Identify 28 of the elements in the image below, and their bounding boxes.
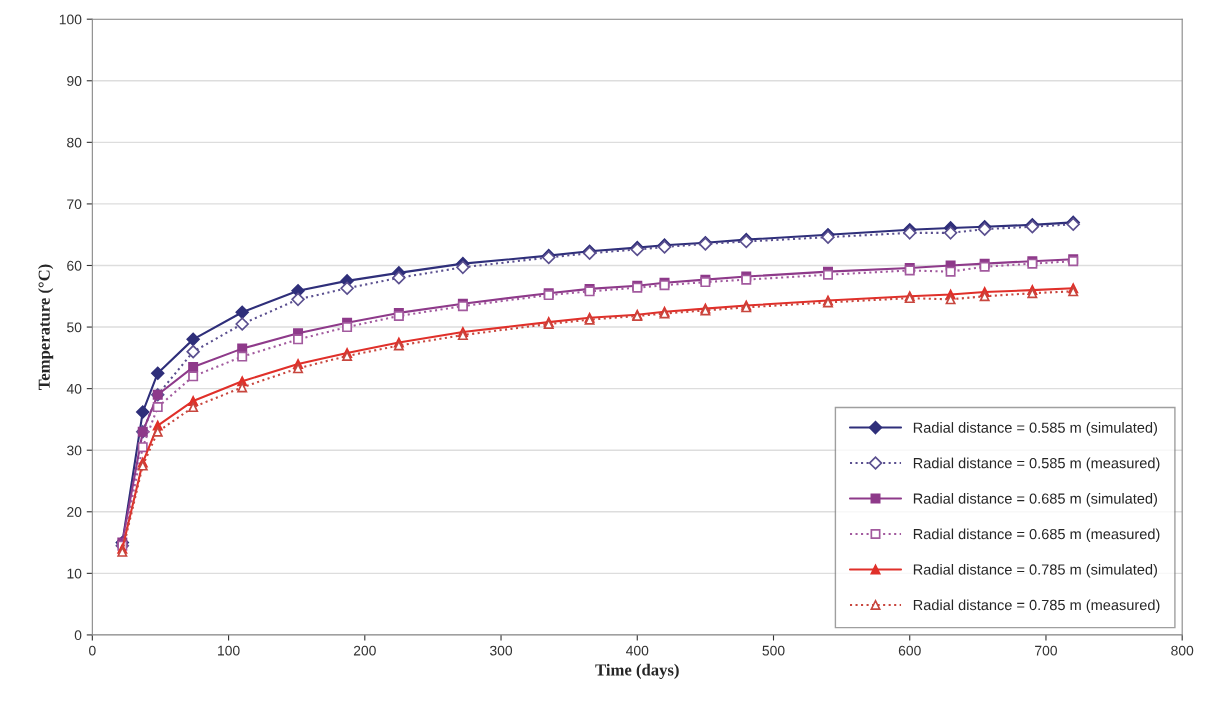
x-tick-label: 300	[489, 645, 513, 656]
legend-label: Radial distance = 0.685 m (measured)	[913, 528, 1160, 543]
legend-label: Radial distance = 0.585 m (measured)	[913, 457, 1160, 472]
y-tick-label: 90	[67, 76, 82, 86]
legend-label: Radial distance = 0.785 m (simulated)	[913, 563, 1157, 578]
x-tick-label: 700	[1035, 645, 1058, 656]
y-tick-label: 100	[59, 14, 82, 25]
x-tick-label: 0	[89, 645, 96, 656]
legend-label: Radial distance = 0.785 m (measured)	[913, 599, 1160, 614]
x-axis-title: Time (days)	[595, 663, 679, 679]
y-tick-label: 80	[67, 137, 82, 148]
y-tick-label: 40	[66, 383, 82, 394]
legend-label: Radial distance = 0.585 m (simulated)	[913, 422, 1157, 436]
x-tick-label: 100	[218, 645, 240, 656]
y-tick-label: 10	[67, 568, 82, 579]
y-tick-label: 20	[67, 507, 82, 517]
y-tick-label: 0	[74, 630, 82, 641]
y-tick-label: 30	[67, 445, 82, 456]
x-tick-label: 400	[626, 645, 649, 656]
x-tick-label: 800	[1171, 645, 1194, 656]
y-axis-title: Temperature (°C)	[38, 264, 54, 391]
x-tick-label: 500	[762, 645, 785, 656]
y-tick-label: 70	[67, 199, 82, 210]
y-tick-label: 50	[67, 322, 82, 333]
y-tick-label: 60	[67, 260, 82, 271]
x-tick-label: 200	[353, 645, 376, 656]
x-tick-label: 600	[898, 645, 921, 656]
legend-label: Radial distance = 0.685 m (simulated)	[913, 493, 1157, 507]
